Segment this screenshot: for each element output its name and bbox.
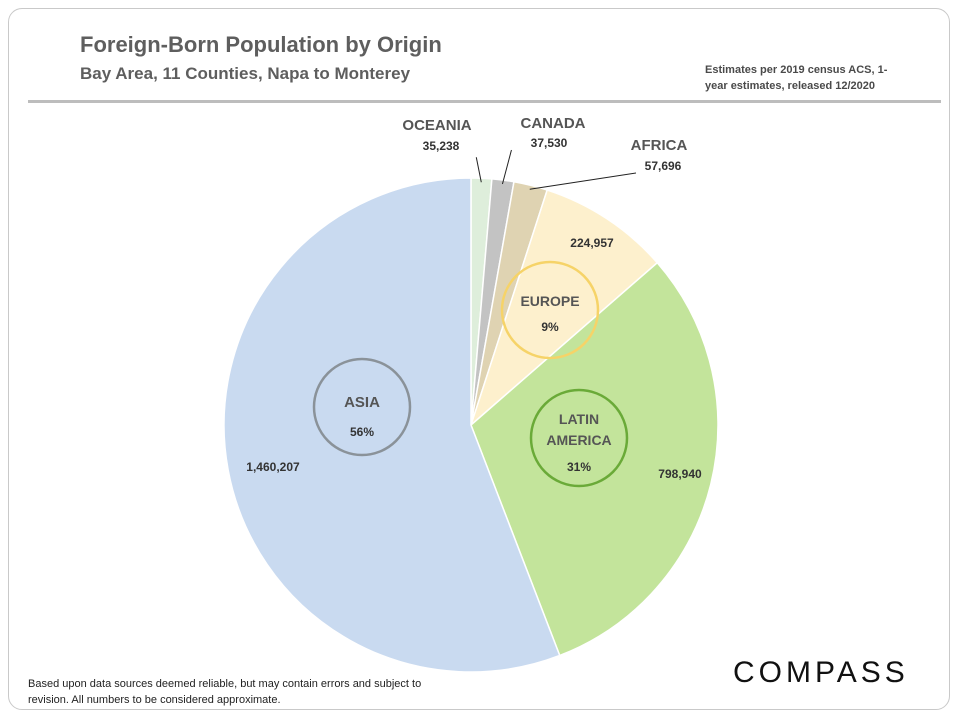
slice-label-latin-america-line2: AMERICA (546, 432, 611, 448)
pct-label-asia: 56% (350, 425, 374, 439)
value-label-asia: 1,460,207 (246, 460, 300, 474)
source-note: Estimates per 2019 census ACS, 1-year es… (705, 64, 888, 92)
leader-line-africa (529, 172, 637, 190)
value-label-canada: 37,530 (531, 136, 568, 150)
value-label-europe: 224,957 (570, 236, 614, 250)
ring-asia (312, 357, 412, 457)
pct-label-latin-america: 31% (567, 460, 591, 474)
pie-slice-asia (223, 177, 561, 673)
ring-latin-america (529, 388, 629, 488)
leader-line-oceania (475, 157, 482, 183)
slice-label-oceania: OCEANIA (402, 117, 471, 134)
slice-label-europe: EUROPE (520, 293, 579, 309)
leader-line-canada (501, 149, 512, 185)
slice-label-latin-america-line1: LATIN (559, 411, 599, 427)
slice-label-canada: CANADA (521, 115, 586, 132)
chart-title: Foreign-Born Population by Origin (80, 32, 442, 57)
slide-frame (8, 8, 950, 710)
slice-label-africa: AFRICA (631, 137, 688, 154)
slice-label-asia: ASIA (344, 394, 380, 411)
compass-logo: COMPASS (733, 656, 909, 689)
value-label-africa: 57,696 (645, 159, 682, 173)
pie-slice-latin (470, 261, 719, 657)
value-label-oceania: 35,238 (423, 139, 460, 153)
value-label-latin-america: 798,940 (658, 467, 702, 481)
disclaimer: Based upon data sources deemed reliable,… (28, 678, 422, 706)
chart-subtitle: Bay Area, 11 Counties, Napa to Monterey (80, 64, 411, 83)
pie-slice-europe (469, 189, 659, 428)
pct-label-europe: 9% (541, 320, 559, 334)
ring-europe (500, 260, 600, 360)
header-divider (28, 100, 941, 103)
